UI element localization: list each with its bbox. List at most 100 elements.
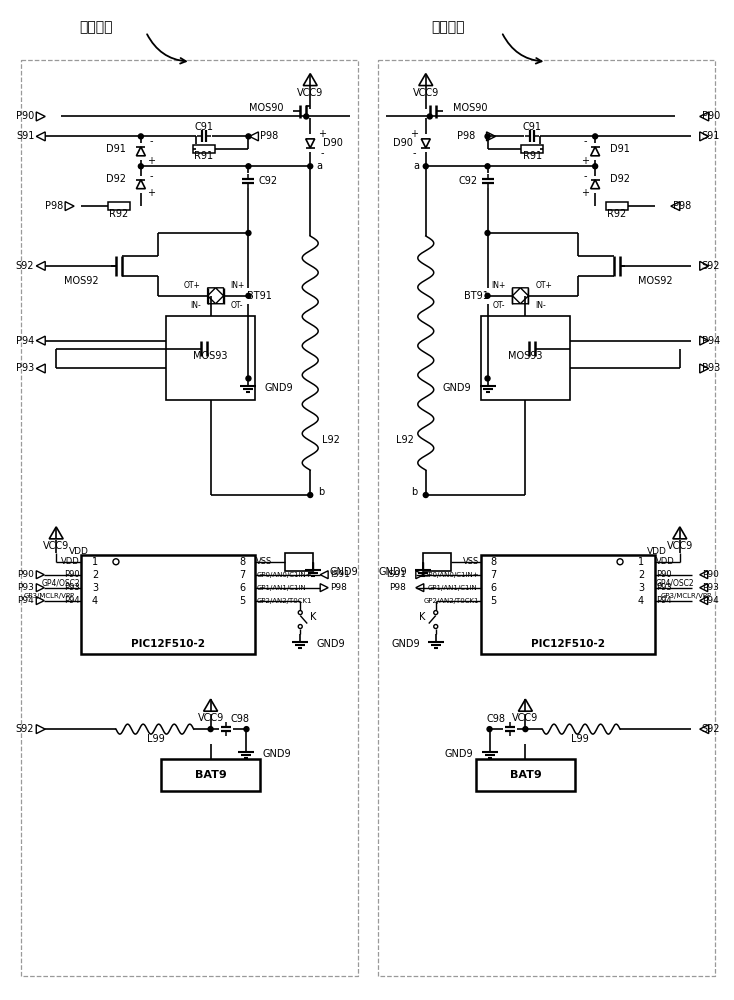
Text: L99: L99 bbox=[571, 734, 589, 744]
Text: D91: D91 bbox=[610, 144, 630, 154]
Text: R91: R91 bbox=[194, 151, 213, 161]
Text: P98: P98 bbox=[45, 201, 63, 211]
Text: 3: 3 bbox=[638, 583, 644, 593]
Text: GP4/OSC2: GP4/OSC2 bbox=[656, 578, 694, 587]
Bar bbox=[286, 553, 313, 571]
Text: P98: P98 bbox=[261, 131, 279, 141]
Text: MOS90: MOS90 bbox=[453, 103, 487, 113]
Text: OT+: OT+ bbox=[184, 281, 200, 290]
Text: C91: C91 bbox=[523, 122, 542, 132]
Text: GND9: GND9 bbox=[445, 749, 473, 759]
Text: -: - bbox=[149, 136, 153, 146]
Text: MOS93: MOS93 bbox=[193, 351, 228, 361]
Text: S92: S92 bbox=[702, 724, 720, 734]
Circle shape bbox=[139, 164, 143, 169]
Circle shape bbox=[523, 727, 528, 732]
Text: GP3/MCLR/VPP: GP3/MCLR/VPP bbox=[24, 593, 75, 599]
Text: P98: P98 bbox=[330, 583, 347, 592]
Text: GND9: GND9 bbox=[391, 639, 420, 649]
Circle shape bbox=[246, 134, 251, 139]
Text: GP1/AN1/C1IN-: GP1/AN1/C1IN- bbox=[427, 585, 479, 591]
Text: S91: S91 bbox=[16, 131, 34, 141]
Text: 3: 3 bbox=[92, 583, 98, 593]
Bar bbox=[521, 145, 543, 153]
Circle shape bbox=[592, 134, 597, 139]
Text: VCC9: VCC9 bbox=[297, 88, 324, 98]
Circle shape bbox=[246, 376, 251, 381]
Text: L92: L92 bbox=[322, 435, 340, 445]
Text: BT91: BT91 bbox=[247, 291, 272, 301]
Text: IN-: IN- bbox=[535, 301, 546, 310]
Text: P93: P93 bbox=[16, 363, 34, 373]
Text: K: K bbox=[419, 612, 426, 622]
Text: IN-: IN- bbox=[190, 301, 200, 310]
Text: P90: P90 bbox=[18, 570, 34, 579]
Text: GP1/AN1/C1IN-: GP1/AN1/C1IN- bbox=[256, 585, 309, 591]
Text: a: a bbox=[414, 161, 420, 171]
Text: P93: P93 bbox=[702, 583, 719, 592]
Text: OT-: OT- bbox=[230, 301, 243, 310]
Text: 5: 5 bbox=[490, 596, 497, 606]
Text: P90: P90 bbox=[702, 570, 719, 579]
Text: L92: L92 bbox=[396, 435, 414, 445]
Text: C92: C92 bbox=[258, 176, 277, 186]
Bar bbox=[481, 555, 655, 654]
Text: VCC9: VCC9 bbox=[413, 88, 439, 98]
Text: 第一设备: 第一设备 bbox=[79, 20, 112, 34]
Text: VDD: VDD bbox=[647, 547, 667, 556]
Text: VCC9: VCC9 bbox=[197, 713, 224, 723]
Bar bbox=[378, 60, 715, 976]
Text: OT-: OT- bbox=[493, 301, 506, 310]
Text: -: - bbox=[149, 171, 153, 181]
Circle shape bbox=[424, 493, 428, 498]
Text: +: + bbox=[318, 129, 326, 139]
Text: +: + bbox=[581, 188, 589, 198]
Text: -: - bbox=[584, 136, 587, 146]
Text: +: + bbox=[581, 156, 589, 166]
Text: 5: 5 bbox=[239, 596, 246, 606]
Text: VCC9: VCC9 bbox=[666, 541, 693, 551]
Bar bbox=[481, 316, 570, 400]
Text: P93: P93 bbox=[656, 583, 672, 592]
Bar bbox=[161, 759, 261, 791]
Text: a: a bbox=[316, 161, 322, 171]
Text: P94: P94 bbox=[65, 596, 80, 605]
Text: 6: 6 bbox=[239, 583, 246, 593]
Text: R92: R92 bbox=[109, 209, 128, 219]
Text: P94: P94 bbox=[16, 336, 34, 346]
Circle shape bbox=[485, 231, 490, 236]
Circle shape bbox=[244, 727, 249, 732]
Circle shape bbox=[427, 114, 432, 119]
Text: 2: 2 bbox=[638, 570, 644, 580]
Text: GND9: GND9 bbox=[443, 383, 472, 393]
Text: 1: 1 bbox=[92, 557, 98, 567]
Text: +: + bbox=[147, 188, 155, 198]
Text: VDD: VDD bbox=[62, 557, 80, 566]
Circle shape bbox=[485, 376, 490, 381]
Text: 7: 7 bbox=[490, 570, 497, 580]
Circle shape bbox=[308, 164, 313, 169]
Text: MOS92: MOS92 bbox=[64, 276, 98, 286]
Circle shape bbox=[208, 727, 213, 732]
Circle shape bbox=[246, 231, 251, 236]
Text: BAT9: BAT9 bbox=[195, 770, 227, 780]
Text: C98: C98 bbox=[231, 714, 250, 724]
Text: PIC12F510-2: PIC12F510-2 bbox=[131, 639, 205, 649]
Circle shape bbox=[485, 293, 490, 298]
Bar bbox=[166, 316, 255, 400]
Text: VSS: VSS bbox=[256, 557, 272, 566]
Circle shape bbox=[485, 134, 490, 139]
Text: 2: 2 bbox=[92, 570, 98, 580]
Text: VSS: VSS bbox=[463, 557, 479, 566]
Bar bbox=[423, 553, 451, 571]
Text: 8: 8 bbox=[490, 557, 497, 567]
Text: S92: S92 bbox=[15, 261, 34, 271]
Bar bbox=[81, 555, 255, 654]
Text: R91: R91 bbox=[523, 151, 542, 161]
Circle shape bbox=[485, 164, 490, 169]
Bar bbox=[476, 759, 575, 791]
Text: GND9: GND9 bbox=[378, 567, 407, 577]
Circle shape bbox=[424, 164, 428, 169]
Text: K: K bbox=[310, 612, 316, 622]
Text: 第二设备: 第二设备 bbox=[432, 20, 465, 34]
